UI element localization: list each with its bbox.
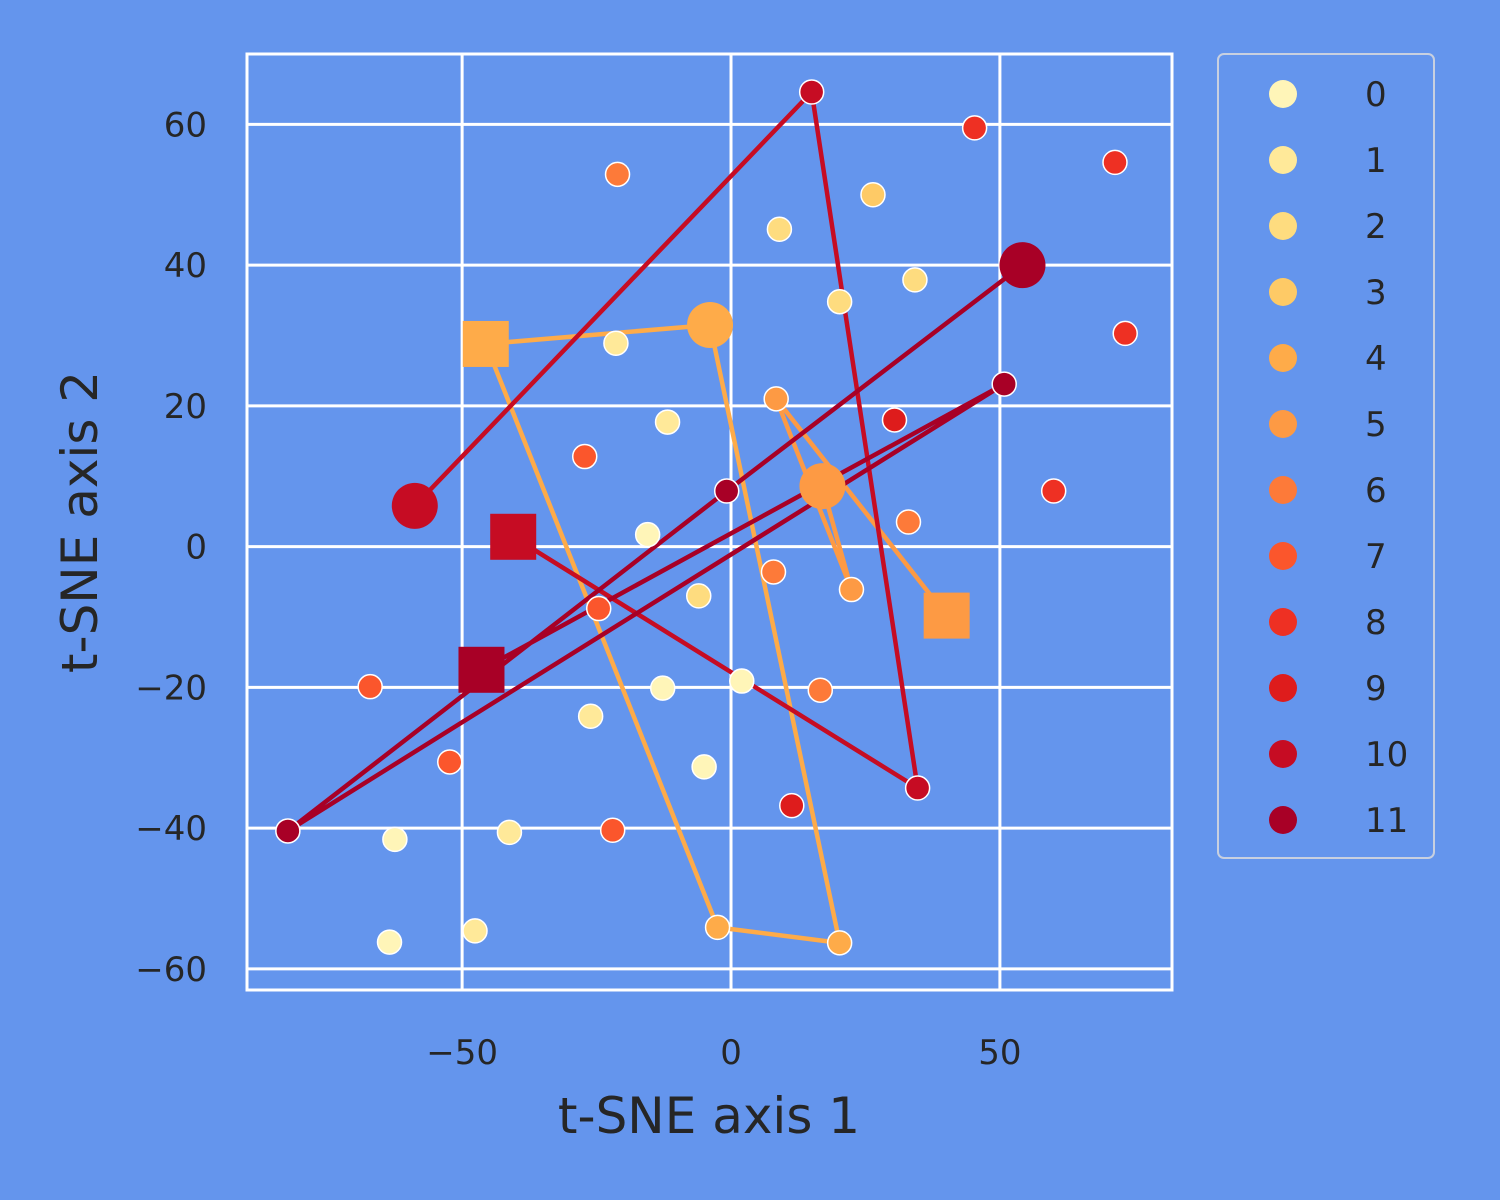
x-tick-label: 0 [720,1033,742,1073]
data-point-series-1 [654,409,681,435]
start-marker-series-5 [799,463,846,510]
data-point-series-5 [763,386,789,412]
legend-label-series-10: 10 [1365,735,1408,775]
legend-marker-series-1 [1269,146,1297,174]
start-marker-series-4 [687,301,734,348]
data-point-series-6 [760,559,787,585]
data-points [275,79,1138,956]
data-point-series-10 [904,775,931,801]
data-point-series-11 [713,478,740,504]
data-point-series-10 [798,79,825,105]
legend-label-series-6: 6 [1365,471,1387,511]
legend-label-series-11: 11 [1365,801,1408,841]
end-marker-series-5 [923,592,970,639]
data-point-series-7 [436,749,463,775]
data-point-series-7 [599,817,626,843]
legend-label-series-8: 8 [1365,603,1387,643]
legend: 0 1 2 3 4 5 6 7 8 9 10 11 [1269,75,1408,841]
legend-marker-series-11 [1269,806,1297,834]
legend-marker-series-6 [1269,476,1297,504]
start-end-markers [391,242,1046,693]
legend-label-series-1: 1 [1365,141,1387,181]
legend-label-series-7: 7 [1365,537,1387,577]
legend-marker-series-5 [1269,410,1297,438]
x-axis-title: t-SNE axis 1 [558,1087,860,1145]
end-marker-series-10 [490,513,537,560]
data-point-series-0 [691,754,717,780]
data-point-series-2 [766,216,793,242]
data-point-series-8 [961,115,988,141]
data-point-series-2 [826,288,853,315]
legend-box [1217,53,1435,859]
end-marker-series-4 [462,320,509,367]
legend-label-series-9: 9 [1365,669,1387,709]
legend-marker-series-0 [1269,80,1297,108]
data-point-series-4 [704,914,731,941]
data-point-series-8 [1102,149,1128,176]
data-point-series-6 [604,161,631,188]
data-point-series-1 [603,330,629,356]
legend-marker-series-9 [1269,674,1297,702]
data-point-series-3 [860,182,886,208]
data-point-series-0 [649,675,676,701]
y-tick-label: 60 [164,105,207,145]
data-point-series-1 [462,918,488,944]
trajectory-line-series-10 [413,89,920,791]
data-point-series-11 [275,818,301,844]
y-axis-ticks: −60 −40 −20 0 20 40 60 [135,105,207,990]
data-point-series-4 [826,930,853,956]
x-tick-label: 50 [978,1033,1021,1073]
y-tick-label: 20 [164,387,207,427]
legend-marker-series-10 [1269,740,1297,768]
legend-label-series-2: 2 [1365,207,1387,247]
start-marker-series-10 [391,482,438,529]
y-axis-title: t-SNE axis 2 [51,371,109,673]
data-point-series-1 [577,703,604,729]
data-point-series-2 [902,267,928,293]
data-point-series-2 [685,583,712,609]
y-tick-label: −20 [135,668,207,708]
data-point-series-9 [779,792,805,819]
data-point-series-7 [357,673,383,700]
legend-marker-series-4 [1269,344,1297,372]
data-point-series-5 [838,576,865,603]
data-point-series-8 [1040,478,1067,504]
y-tick-label: 40 [164,246,207,286]
data-point-series-1 [496,819,523,846]
grid-lines [247,54,1172,990]
legend-label-series-0: 0 [1365,75,1387,115]
data-point-series-7 [571,443,598,470]
data-point-series-8 [1112,320,1138,347]
legend-label-series-4: 4 [1365,339,1387,379]
x-axis-ticks: −50 0 50 [426,1033,1021,1073]
legend-label-series-5: 5 [1365,405,1387,445]
legend-marker-series-8 [1269,608,1297,636]
data-point-series-0 [729,668,755,694]
data-point-series-0 [634,521,661,548]
legend-marker-series-2 [1269,212,1297,240]
data-point-series-9 [881,407,908,433]
legend-label-series-3: 3 [1365,273,1387,313]
data-point-series-6 [895,509,922,535]
data-point-series-6 [807,677,834,703]
x-tick-label: −50 [426,1033,498,1073]
y-tick-label: 0 [185,528,207,568]
y-tick-label: −60 [135,950,207,990]
data-point-series-11 [991,371,1017,397]
y-tick-label: −40 [135,809,207,849]
end-marker-series-11 [458,646,505,693]
data-point-series-0 [376,929,403,955]
data-point-series-0 [382,826,408,853]
start-marker-series-11 [999,242,1046,289]
plot-area [245,52,1174,992]
legend-marker-series-3 [1269,278,1297,306]
legend-marker-series-7 [1269,542,1297,570]
data-point-series-7 [585,595,612,622]
